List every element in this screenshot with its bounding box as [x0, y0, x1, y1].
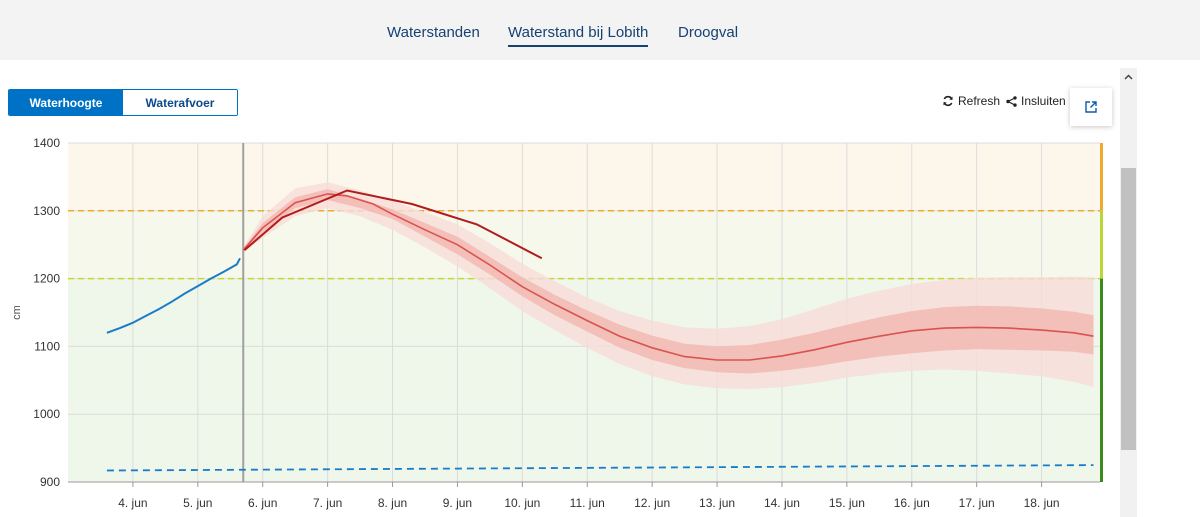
tab-waterstanden[interactable]: Waterstanden: [387, 24, 480, 41]
scrollbar-thumb[interactable]: [1121, 168, 1136, 450]
x-tick-label: 12. jun: [634, 496, 670, 510]
x-tick-label: 11. jun: [570, 496, 605, 510]
x-tick-label: 14. jun: [764, 496, 800, 510]
measured-line: [106, 257, 241, 334]
share-button[interactable]: Insluiten: [1006, 94, 1068, 108]
x-tick-label: 10. jun: [504, 496, 540, 510]
x-tick-label: 4. jun: [118, 496, 147, 510]
y-tick-label: 1400: [33, 136, 60, 150]
zone-mid: [68, 210, 1100, 279]
y-tick-label: 1000: [33, 407, 60, 421]
x-tick-label: 6. jun: [248, 496, 277, 510]
external-link-icon: [1085, 101, 1097, 113]
top-navigation: Waterstanden Waterstand bij Lobith Droog…: [0, 0, 1200, 60]
x-tick-label: 15. jun: [829, 496, 865, 510]
x-tick-label: 9. jun: [443, 496, 472, 510]
share-icon: [1006, 95, 1017, 107]
x-tick-label: 8. jun: [378, 496, 407, 510]
waterafvoer-toggle-button[interactable]: Waterafvoer: [123, 90, 237, 115]
low-water-line: [106, 464, 1094, 472]
y-tick-label: 1100: [34, 339, 60, 353]
y-tick-label: 900: [40, 475, 60, 489]
level-bar-normal: [1100, 278, 1103, 482]
refresh-label: Refresh: [958, 94, 1001, 108]
measure-toggle: Waterhoogte Waterafvoer: [8, 89, 238, 116]
y-tick-label: 1200: [33, 272, 60, 286]
scroll-up-button[interactable]: [1120, 68, 1137, 85]
tab-waterstand-bij-lobith[interactable]: Waterstand bij Lobith: [508, 24, 649, 47]
level-bar-high: [1100, 143, 1103, 211]
y-tick-label: 1300: [33, 204, 60, 218]
x-tick-label: 7. jun: [313, 496, 342, 510]
x-tick-label: 16. jun: [894, 496, 930, 510]
forecast-band-inner: [243, 189, 1094, 374]
scrollbar[interactable]: [1120, 68, 1137, 517]
waterhoogte-toggle-button[interactable]: Waterhoogte: [9, 90, 123, 115]
zone-high: [68, 143, 1100, 211]
tab-droogval[interactable]: Droogval: [678, 24, 739, 41]
popout-button[interactable]: [1070, 88, 1112, 126]
x-tick-label: 13. jun: [699, 496, 735, 510]
x-tick-label: 17. jun: [959, 496, 995, 510]
share-label: Insluiten: [1021, 94, 1066, 108]
forecast-median-line: [242, 193, 1094, 361]
refresh-button[interactable]: Refresh: [942, 94, 1000, 108]
chevron-up-icon: [1124, 73, 1133, 80]
level-bar-mid: [1100, 210, 1103, 279]
expected-line: [243, 189, 543, 260]
x-tick-label: 5. jun: [183, 496, 212, 510]
water-level-chart: 900 1000 1100 1200 1300 1400 4. jun 5. jun 6. ju…: [11, 136, 1103, 510]
y-axis-label: cm: [11, 305, 23, 320]
x-tick-label: 18. jun: [1024, 496, 1060, 510]
refresh-icon: [943, 95, 953, 107]
